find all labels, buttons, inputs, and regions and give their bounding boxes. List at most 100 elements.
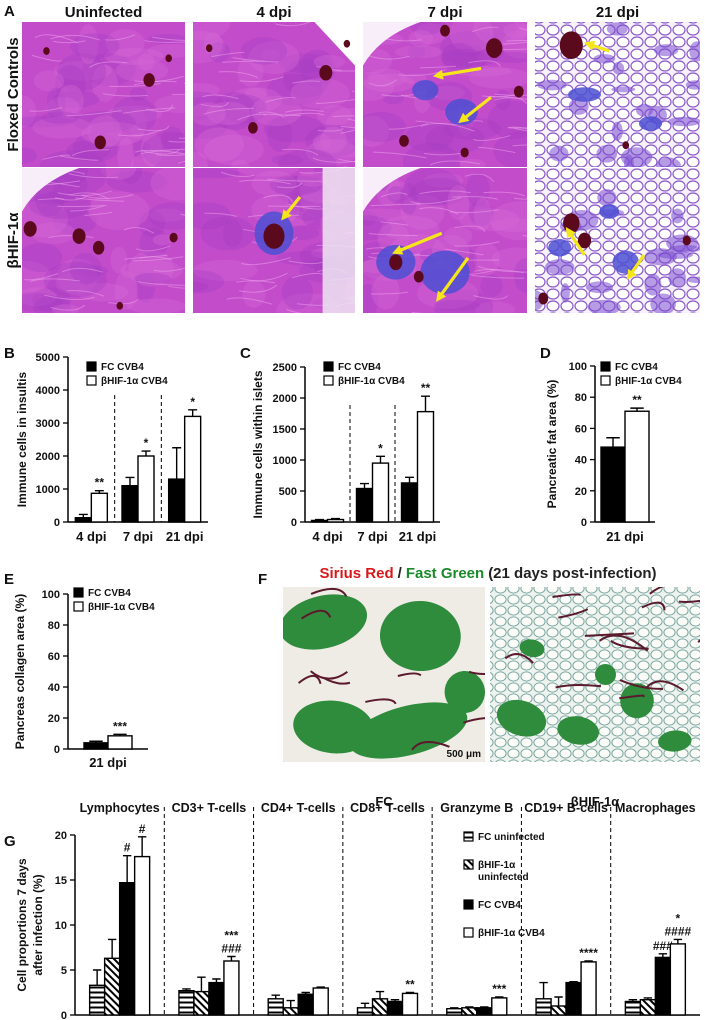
y-tick-label: 100 — [569, 361, 587, 373]
x-tick-label: CD4+ T-cells — [261, 801, 336, 815]
legend-swatch — [73, 587, 84, 598]
bar — [639, 999, 657, 1016]
error-bar — [421, 395, 430, 412]
bar — [461, 1007, 478, 1016]
x-tick-label: CD3+ T-cells — [172, 801, 247, 815]
bar — [121, 485, 139, 523]
bar — [565, 981, 582, 1016]
error-bar — [122, 855, 132, 883]
y-tick-label: 1500 — [273, 424, 297, 436]
y-tick-label: 80 — [575, 392, 587, 404]
panel-label: B — [4, 345, 15, 362]
significance: *** — [492, 982, 506, 996]
bar — [580, 961, 597, 1016]
x-tick-label: 21 dpi — [166, 529, 204, 544]
legend-swatch — [600, 375, 611, 386]
micrograph — [193, 22, 355, 167]
error-bar — [331, 517, 340, 520]
y-axis-label: Immune cells in insultis — [15, 371, 29, 507]
legend-swatch — [86, 361, 97, 372]
significance: * — [378, 441, 383, 455]
bar — [90, 492, 109, 523]
bar — [356, 1007, 374, 1016]
error-bar — [137, 836, 147, 857]
column-header: 4 dpi — [256, 4, 291, 21]
micrograph — [22, 22, 185, 167]
error-bar — [301, 991, 310, 995]
error-bar — [113, 733, 127, 736]
bar — [312, 987, 329, 1016]
legend-swatch — [600, 361, 611, 372]
bar — [297, 993, 314, 1016]
bar — [400, 482, 419, 523]
bar — [178, 990, 195, 1016]
panel-label: E — [4, 571, 14, 588]
legend-label: βHIF-1α CVB4 — [478, 928, 545, 939]
bar — [371, 462, 390, 523]
x-tick-label: 4 dpi — [312, 529, 342, 544]
legend-swatch — [323, 375, 334, 386]
bar — [282, 1007, 299, 1016]
bar — [624, 1000, 642, 1016]
bar — [491, 997, 508, 1016]
bar — [223, 960, 240, 1016]
error-bar — [673, 938, 683, 944]
y-tick-label: 2000 — [36, 451, 60, 463]
error-bar — [141, 450, 151, 456]
y-tick-label: 60 — [48, 651, 60, 663]
y-tick-label: 20 — [55, 830, 67, 842]
bar — [550, 1005, 567, 1016]
significance: ### — [221, 942, 241, 956]
legend-label: βHIF-1α uninfected — [478, 860, 529, 883]
error-bar — [94, 489, 104, 494]
y-tick-label: 0 — [61, 1010, 67, 1020]
bar — [133, 855, 151, 1016]
y-tick-label: 0 — [581, 517, 587, 529]
bar — [107, 735, 133, 750]
bar — [600, 446, 626, 523]
x-tick-label: CD8+ T-cells — [350, 801, 425, 815]
y-tick-label: 80 — [48, 620, 60, 632]
micrograph — [283, 587, 485, 762]
error-bar — [271, 994, 280, 999]
x-tick-label: 7 dpi — [123, 529, 153, 544]
error-bar — [628, 999, 638, 1002]
error-bar — [227, 955, 236, 961]
legend-label: FC CVB4 — [338, 362, 381, 373]
y-axis-label: Immune cells within islets — [251, 370, 265, 518]
micrograph — [535, 22, 700, 167]
legend-label: FC CVB4 — [615, 362, 658, 373]
y-axis-label: Pancreatic fat area (%) — [545, 380, 559, 509]
y-tick-label: 0 — [291, 517, 297, 529]
error-bar — [465, 1006, 474, 1008]
micrograph — [193, 168, 355, 313]
error-bar — [569, 981, 578, 983]
y-tick-label: 500 — [279, 486, 297, 498]
error-bar — [89, 740, 103, 743]
y-tick-label: 2500 — [273, 362, 297, 374]
title-part: (21 days post-infection) — [488, 565, 656, 582]
micrograph — [363, 22, 527, 167]
panel-label: D — [540, 345, 551, 362]
x-tick-label: 7 dpi — [357, 529, 387, 544]
legend-swatch — [463, 899, 474, 910]
bar — [137, 455, 155, 523]
bar — [208, 981, 225, 1016]
error-bar — [125, 476, 135, 486]
y-axis-label: after infection (%) — [31, 874, 45, 975]
bar — [669, 943, 687, 1016]
error-bar — [197, 976, 206, 992]
x-tick-label: 4 dpi — [76, 529, 106, 544]
error-bar — [606, 437, 620, 448]
y-tick-label: 2000 — [273, 393, 297, 405]
significance: **** — [579, 946, 598, 960]
bar — [267, 998, 284, 1016]
bar — [326, 518, 345, 523]
column-header: 21 dpi — [596, 4, 639, 21]
y-tick-label: 5 — [61, 965, 67, 977]
bar — [386, 1000, 404, 1016]
significance: *** — [113, 719, 127, 733]
bar — [310, 519, 329, 523]
error-bar — [584, 960, 593, 962]
